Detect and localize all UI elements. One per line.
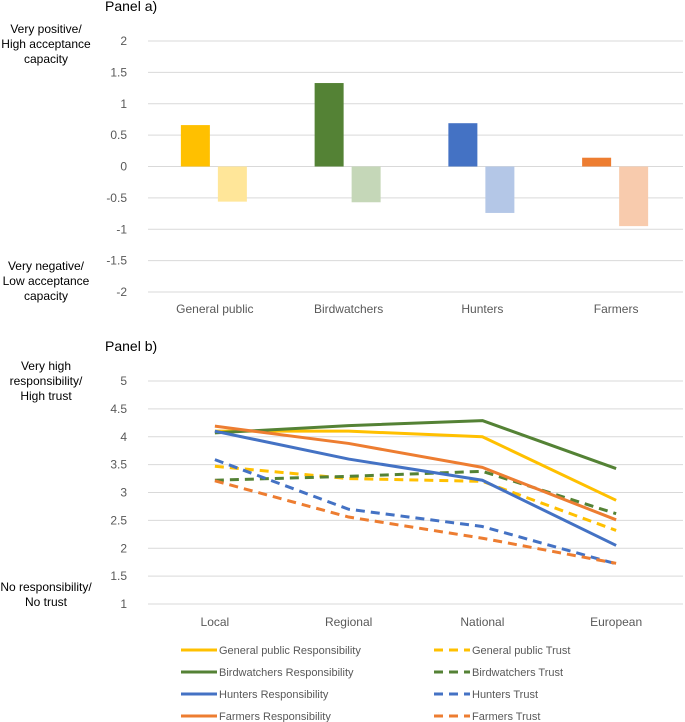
bar-hunters-attitude [448,123,478,167]
bar-farmers-attitude [582,157,612,167]
legend-label-birdwatchers-trust: Birdwatchers Trust [472,667,563,679]
legend-label-general-public-trust: General public Trust [472,645,570,657]
panel-a-ytick-label: -1 [116,222,127,236]
legend-label-hunters-responsibility: Hunters Responsibility [219,689,329,701]
panel-b-ytick-label: 1 [120,597,127,611]
panel-b-ylabel-top: Very high responsibility/ High trust [9,359,83,403]
panel-b-ytick-label: 2 [120,541,127,555]
panel-b-legend: General public Responsibility General pub… [181,645,570,722]
panel-b-ytick-label: 3 [120,486,127,500]
panel-b-ytick-label: 4.5 [110,402,127,416]
panel-a-xtick-label: Hunters [461,302,503,316]
line-hunters-trust [214,458,617,566]
panel-b-xtick-label: Regional [325,615,372,629]
legend-label-birdwatchers-responsibility: Birdwatchers Responsibility [219,667,354,679]
panel-b-ytick-label: 5 [120,374,127,388]
panel-a-bar-chart: 2 1.5 1 0.5 0 -0.5 -1 -1.5 -2 General public Birdw… [106,34,683,316]
panel-a-xtick-label: Farmers [594,302,639,316]
line-farmers-trust [214,479,617,565]
legend-label-farmers-responsibility: Farmers Responsibility [219,711,331,722]
panel-a-ylabel-bottom: Very negative/ Low acceptance capacity [2,259,90,303]
panel-b-title: Panel b) [105,338,158,354]
legend-label-farmers-trust: Farmers Trust [472,711,540,722]
bar-general-public-acceptance-capacity [217,166,247,202]
legend-label-general-public-responsibility: General public Responsibility [219,645,361,657]
panel-b-xtick-label: Local [201,615,230,629]
line-hunters-responsibility [214,429,617,547]
bar-hunters-acceptance-capacity [485,166,515,213]
panel-b-ytick-label: 3.5 [110,458,127,472]
panel-b-xtick-label: National [460,615,504,629]
panel-b-ytick-label: 1.5 [110,569,127,583]
panel-b-ytick-label: 2.5 [110,513,127,527]
panel-b-ylabel-bottom: No responsibility/ No trust [0,580,92,609]
panel-a-ytick-label: -2 [116,285,127,299]
panel-a-ytick-label: 0 [120,160,127,174]
panel-a-ytick-label: 1.5 [110,65,127,79]
panel-b-xtick-label: European [590,615,642,629]
panel-a-ytick-label: -1.5 [106,254,127,268]
panel-a-title: Panel a) [105,0,158,14]
legend-label-hunters-trust: Hunters Trust [472,689,538,701]
bar-birdwatchers-acceptance-capacity [351,166,381,203]
panel-a-xtick-label: Birdwatchers [314,302,383,316]
panel-a-ytick-label: -0.5 [106,191,127,205]
line-general-public-responsibility [214,429,617,502]
line-birdwatchers-responsibility [214,419,617,470]
panel-a-ytick-label: 1 [120,97,127,111]
bar-birdwatchers-attitude [314,83,344,167]
panel-a-ylabel-top: Very positive/ High acceptance capacity [1,22,91,66]
panel-a-ytick-label: 0.5 [110,128,127,142]
bar-farmers-acceptance-capacity [619,166,649,227]
panel-a-ytick-label: 2 [120,34,127,48]
line-farmers-responsibility [214,424,617,522]
panel-b-line-chart: 5 4.5 4 3.5 3 2.5 2 1.5 1 Local Regional National Eu… [110,374,683,629]
panel-a-xtick-label: General public [176,302,253,316]
panel-b-ytick-label: 4 [120,430,127,444]
bar-general-public-attitude [180,125,210,167]
line-general-public-trust [214,464,617,532]
